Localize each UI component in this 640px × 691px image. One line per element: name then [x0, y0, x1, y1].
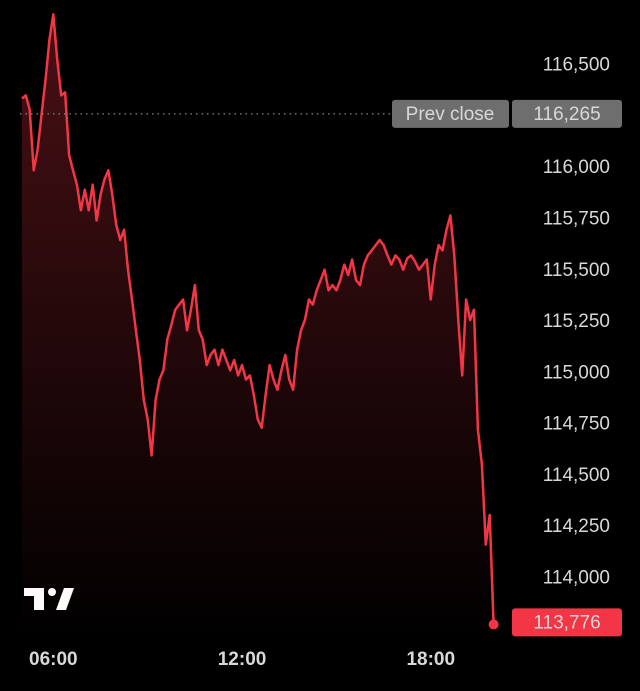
y-tick-label: 116,500: [543, 55, 610, 76]
last-point: [488, 619, 499, 630]
price-line: [21, 13, 495, 625]
y-tick-label: 114,750: [543, 414, 610, 435]
area-fill: [21, 14, 494, 640]
y-tick-label: 115,000: [543, 362, 610, 383]
last-value-label: 113,776: [533, 612, 600, 633]
y-tick-label: 114,000: [543, 567, 610, 588]
prev-close-label: Prev close: [406, 104, 495, 125]
prev-close-value: 116,265: [533, 104, 600, 125]
prev-close-value-box: [512, 99, 622, 128]
y-tick-label: 116,000: [543, 157, 610, 178]
y-tick-label: 114,500: [543, 465, 610, 486]
y-tick-label: 114,250: [543, 516, 610, 537]
y-tick-label: 115,750: [543, 209, 610, 230]
last-value-box: [512, 608, 622, 637]
prev-close-box: [392, 99, 509, 128]
y-tick-label: 115,500: [543, 260, 610, 281]
x-tick-label: 06:00: [29, 649, 78, 670]
x-tick-label: 12:00: [218, 649, 267, 670]
y-tick-label: 115,250: [543, 311, 610, 332]
x-tick-label: 18:00: [406, 649, 455, 670]
